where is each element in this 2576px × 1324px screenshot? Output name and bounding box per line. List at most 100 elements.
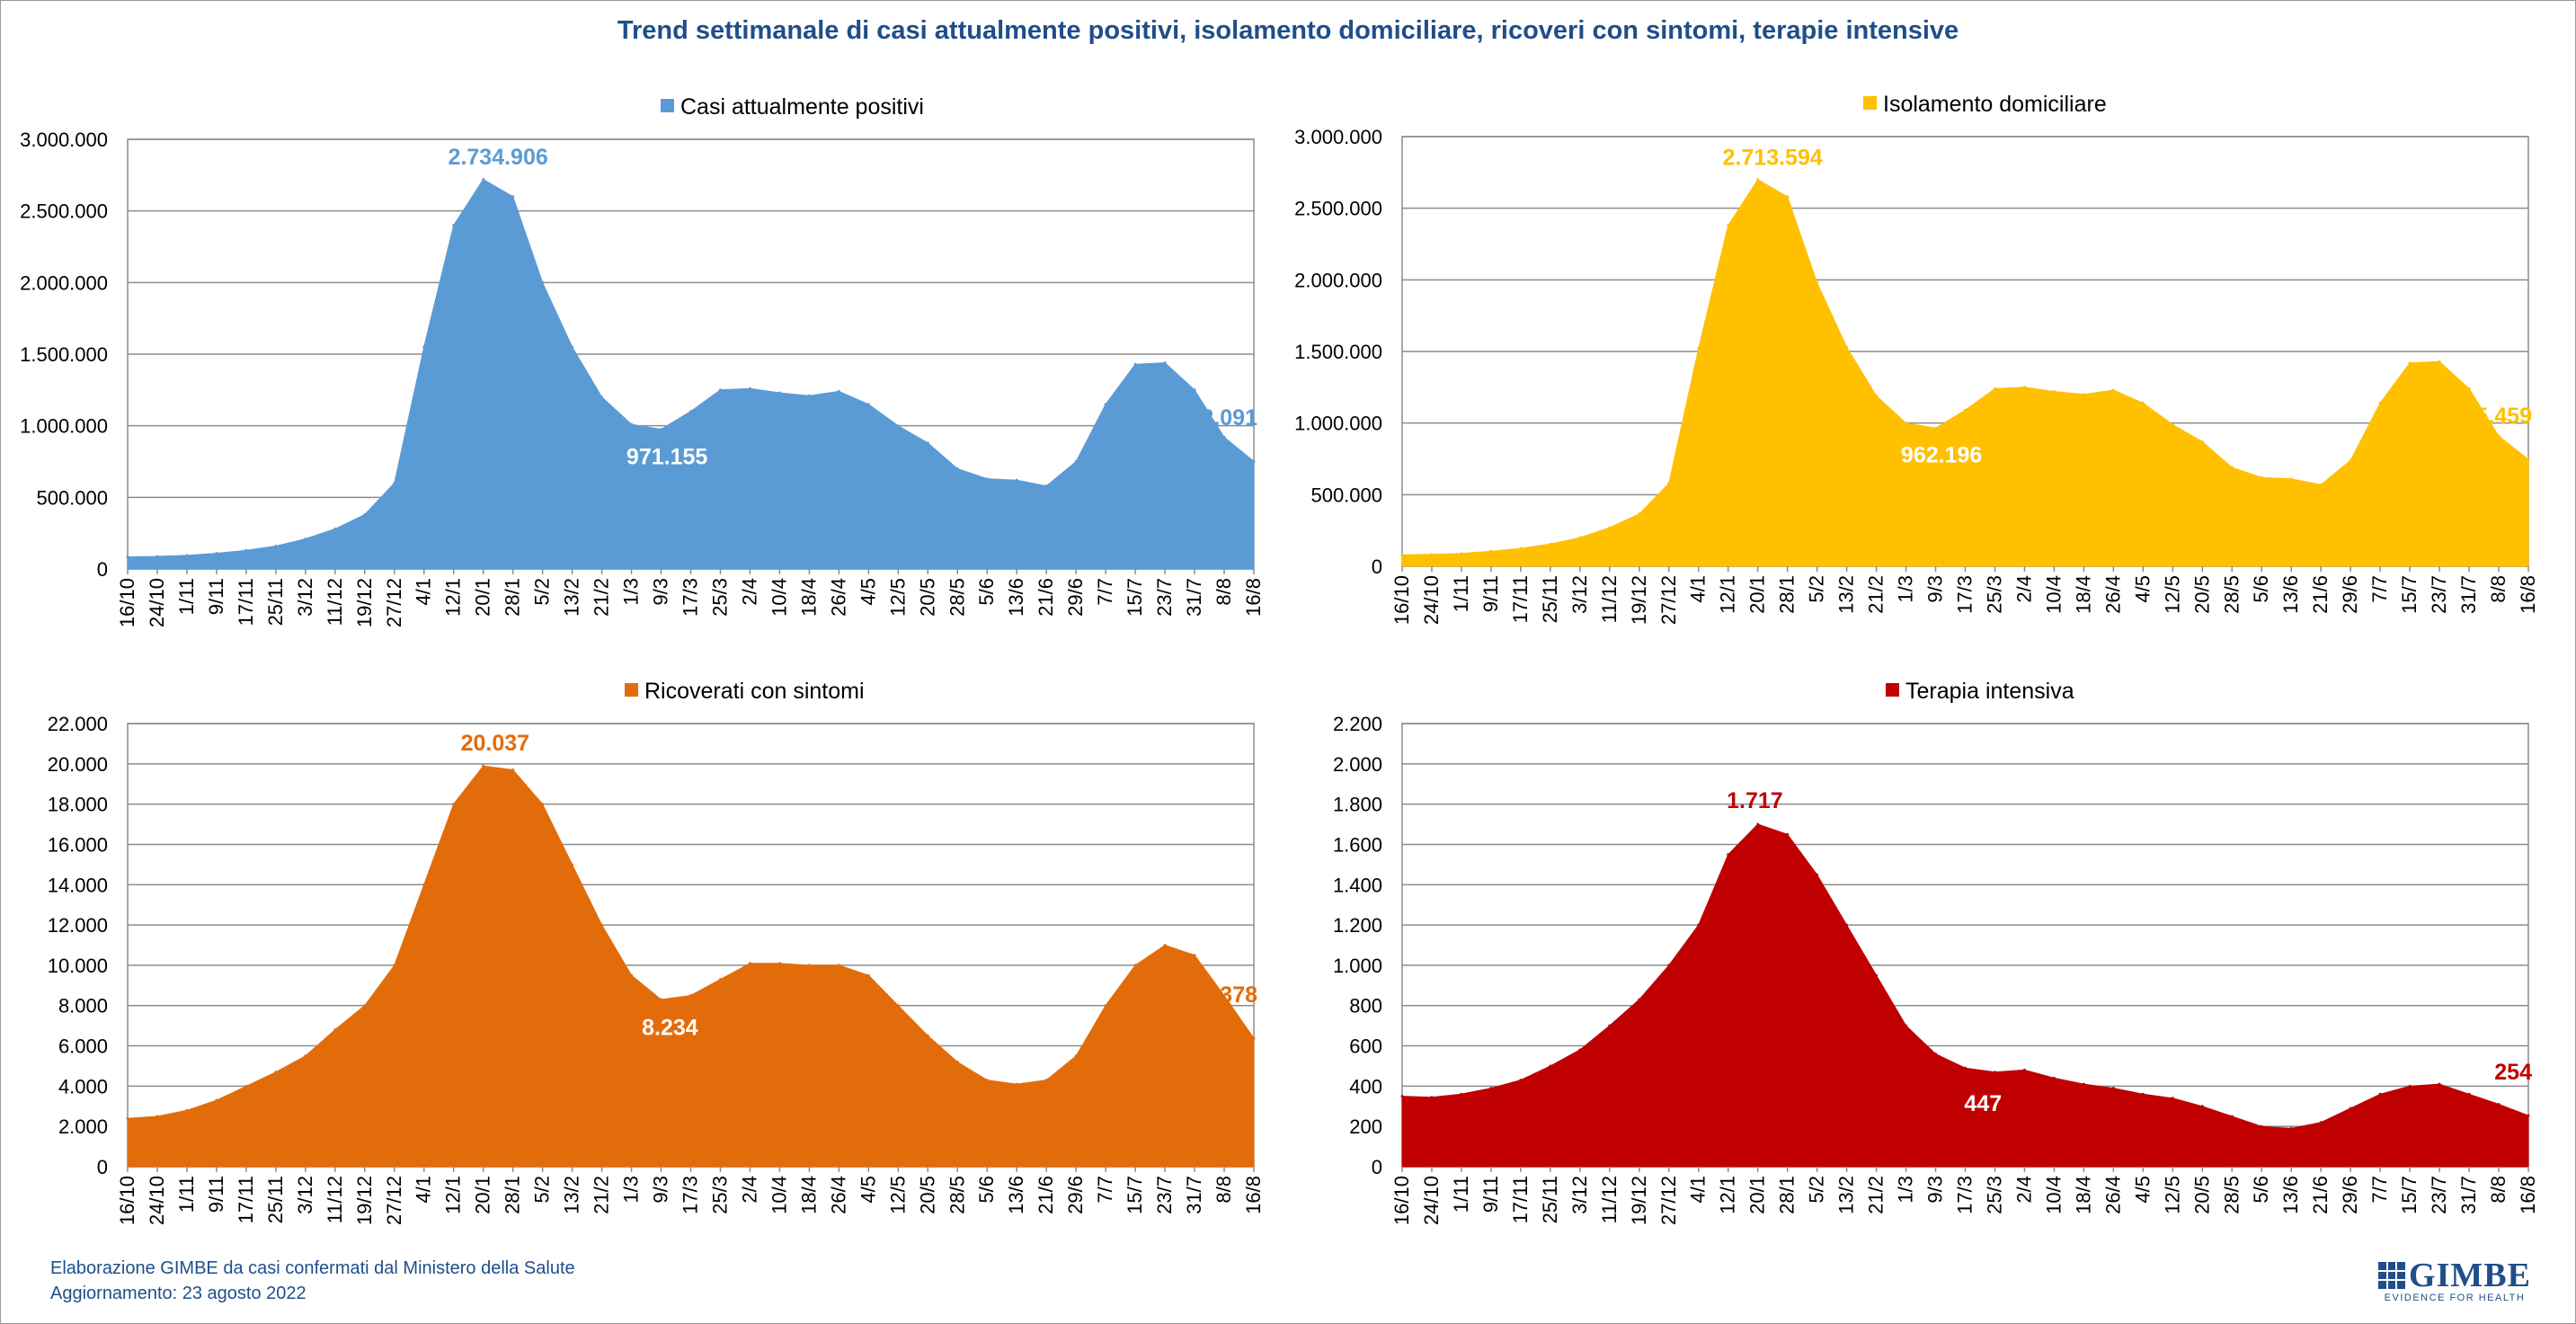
data-point	[1222, 435, 1226, 439]
data-point	[689, 410, 692, 413]
chart-isolamento-domiciliare: Isolamento domiciliare 0 500.000 1.000.000 1…	[1275, 72, 2569, 665]
legend-label: Terapia intensiva	[1905, 679, 2074, 704]
x-tick-label: 25/3	[708, 578, 731, 617]
x-tick-label: 23/7	[1153, 1176, 1176, 1214]
chart-svg: Ricoverati con sintomi 0 2.000 4.000 6.000 8.…	[48, 679, 1265, 1225]
x-tick-label: 11/12	[1598, 575, 1621, 623]
data-point	[1578, 1048, 1582, 1052]
x-tick-label: 27/12	[383, 1176, 405, 1225]
x-tick-label: 12/5	[886, 1176, 909, 1214]
data-point	[541, 280, 545, 284]
legend: Ricoverati con sintomi	[625, 679, 865, 704]
data-point	[660, 998, 662, 1001]
data-point	[1549, 1064, 1552, 1068]
x-tick-label: 21/6	[1035, 1176, 1057, 1214]
data-point	[422, 345, 426, 349]
x-tick-label: 3/12	[1568, 575, 1591, 614]
x-tick-label: 18/4	[2072, 1176, 2094, 1214]
y-tick-label: 22.000	[48, 713, 108, 735]
data-point	[393, 964, 396, 967]
data-point	[2378, 401, 2382, 404]
area-series	[1401, 179, 2529, 567]
x-tick-label: 20/5	[916, 1176, 938, 1214]
data-point	[1193, 954, 1196, 957]
x-tick-label: 9/11	[205, 1176, 227, 1213]
x-tick-label: 10/4	[768, 1176, 790, 1214]
x-tick-label: 4/1	[1687, 1176, 1710, 1204]
data-point	[1905, 422, 1908, 425]
data-point	[333, 527, 337, 530]
data-point	[777, 391, 781, 395]
x-tick-label: 29/6	[1064, 578, 1087, 617]
x-tick-label: 20/1	[472, 578, 494, 617]
y-tick-label: 1.000.000	[1294, 413, 1382, 435]
data-point	[244, 1084, 248, 1088]
x-tick-label: 28/5	[946, 578, 968, 617]
y-tick-label: 6.000	[58, 1035, 108, 1058]
data-point	[1133, 964, 1137, 967]
data-point	[896, 424, 900, 428]
x-tick-label: 24/10	[1420, 575, 1443, 625]
x-tick-label: 15/7	[2398, 1176, 2421, 1214]
x-tick-label: 24/10	[1420, 1176, 1443, 1225]
x-tick-label: 4/5	[857, 1176, 879, 1204]
data-point	[689, 994, 692, 997]
x-tick-label: 4/5	[2131, 575, 2154, 603]
x-tick-label: 5/6	[975, 1176, 998, 1204]
data-point	[2378, 1092, 2382, 1096]
x-tick-label: 15/7	[2398, 575, 2421, 614]
x-tick-label: 4/1	[1687, 575, 1710, 603]
x-tick-label: 1/3	[620, 1176, 643, 1204]
x-tick-label: 3/12	[294, 578, 316, 617]
y-tick-label: 4.000	[58, 1075, 108, 1097]
data-label: 2.713.594	[1723, 146, 1823, 171]
data-point	[2052, 1076, 2056, 1080]
data-point	[1044, 1079, 1048, 1082]
y-tick-label: 1.500.000	[1294, 341, 1382, 363]
x-tick-label: 13/6	[2279, 1176, 2302, 1214]
data-point	[600, 395, 604, 399]
x-tick-label: 31/7	[2457, 575, 2480, 614]
y-tick-label: 1.500.000	[20, 343, 108, 366]
data-point	[1964, 408, 1967, 412]
data-point	[1489, 549, 1493, 553]
data-point	[452, 224, 456, 227]
data-point	[2141, 1092, 2145, 1096]
data-point	[866, 973, 870, 977]
data-point	[2527, 458, 2530, 461]
x-tick-label: 1/11	[175, 578, 198, 615]
data-point	[422, 883, 426, 886]
x-tick-label: 9/11	[205, 578, 227, 615]
data-point	[1727, 853, 1730, 857]
legend-label: Isolamento domiciliare	[1883, 92, 2107, 117]
x-tick-label: 13/6	[1005, 1176, 1027, 1214]
data-point	[274, 1071, 278, 1074]
x-tick-label: 7/7	[2368, 575, 2391, 603]
data-point	[1400, 1095, 1404, 1098]
y-tick-label: 10.000	[48, 955, 108, 977]
x-tick-label: 2/4	[2012, 575, 2035, 603]
x-tick-label: 20/1	[1746, 575, 1769, 614]
data-label: 2.734.906	[449, 145, 548, 170]
x-tick-label: 13/6	[1005, 578, 1027, 617]
data-point	[126, 1116, 129, 1120]
x-tick-label: 16/8	[1242, 1176, 1265, 1214]
y-tick-label: 2.500.000	[20, 200, 108, 223]
x-tick-label: 9/3	[650, 1176, 672, 1204]
x-tick-label: 19/12	[1628, 575, 1650, 625]
data-label: 745.459	[2451, 404, 2532, 429]
data-point	[630, 422, 634, 426]
x-tick-label: 18/4	[797, 1176, 820, 1214]
data-point	[2141, 401, 2145, 404]
footer: Elaborazione GIMBE da casi confermati da…	[50, 1256, 575, 1306]
data-point	[1934, 426, 1937, 430]
data-point	[482, 178, 485, 182]
data-point	[2171, 1097, 2174, 1100]
data-point	[2052, 390, 2056, 394]
y-tick-label: 0	[97, 1156, 108, 1178]
x-tick-label: 8/8	[1212, 1176, 1235, 1204]
x-tick-label: 16/8	[1242, 578, 1265, 617]
data-point	[2022, 386, 2026, 389]
x-tick-label: 28/5	[2220, 575, 2243, 614]
data-point	[2349, 1106, 2352, 1110]
